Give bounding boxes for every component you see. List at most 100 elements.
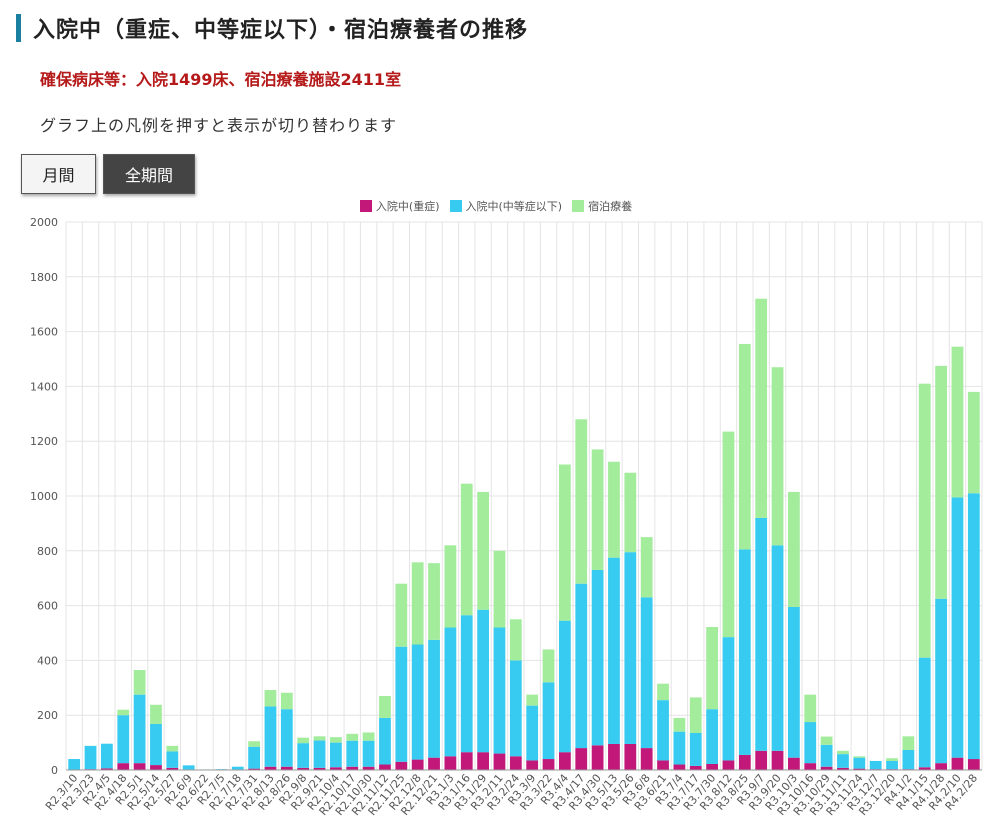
- bar-segment-severe[interactable]: [935, 763, 947, 770]
- bar-segment-lodging[interactable]: [346, 733, 359, 741]
- bar-segment-lodging[interactable]: [837, 750, 849, 755]
- bar-segment-lodging[interactable]: [575, 419, 588, 584]
- bar-segment-severe[interactable]: [559, 752, 571, 770]
- bar-segment-severe[interactable]: [591, 745, 604, 770]
- bar-segment-severe[interactable]: [460, 752, 473, 770]
- bar-segment-moderate[interactable]: [640, 597, 653, 749]
- bar-segment-moderate[interactable]: [869, 760, 882, 770]
- bar-segment-lodging[interactable]: [526, 694, 539, 706]
- bar-segment-severe[interactable]: [804, 763, 817, 770]
- bar-segment-lodging[interactable]: [411, 562, 424, 645]
- bar-segment-severe[interactable]: [280, 766, 293, 770]
- bar-segment-severe[interactable]: [542, 759, 555, 770]
- bar-segment-lodging[interactable]: [248, 741, 260, 747]
- bar-segment-moderate[interactable]: [182, 765, 195, 770]
- bar-segment-severe[interactable]: [673, 764, 686, 770]
- bar-segment-moderate[interactable]: [395, 646, 408, 762]
- bar-segment-moderate[interactable]: [738, 549, 751, 755]
- bar-segment-moderate[interactable]: [559, 620, 571, 753]
- bar-segment-severe[interactable]: [133, 763, 146, 770]
- bar-segment-severe[interactable]: [117, 763, 130, 770]
- bar-segment-severe[interactable]: [706, 763, 718, 770]
- bar-segment-moderate[interactable]: [379, 717, 391, 765]
- bar-segment-severe[interactable]: [837, 767, 849, 770]
- bar-segment-moderate[interactable]: [771, 545, 784, 751]
- bar-segment-moderate[interactable]: [280, 709, 293, 767]
- all-period-button[interactable]: 全期間: [103, 154, 195, 194]
- bar-segment-lodging[interactable]: [820, 736, 833, 745]
- bar-segment-moderate[interactable]: [673, 731, 686, 765]
- bar-segment-moderate[interactable]: [150, 723, 162, 766]
- bar-segment-severe[interactable]: [526, 760, 539, 770]
- bar-segment-moderate[interactable]: [935, 598, 947, 764]
- bar-segment-lodging[interactable]: [608, 461, 620, 558]
- bar-segment-lodging[interactable]: [559, 464, 571, 621]
- bar-segment-lodging[interactable]: [362, 732, 375, 741]
- bar-segment-lodging[interactable]: [657, 683, 669, 701]
- bar-segment-lodging[interactable]: [804, 694, 817, 723]
- bar-segment-moderate[interactable]: [689, 733, 702, 766]
- bar-segment-severe[interactable]: [820, 766, 833, 770]
- bar-segment-moderate[interactable]: [101, 743, 113, 769]
- bar-segment-severe[interactable]: [477, 752, 489, 770]
- bar-segment-moderate[interactable]: [591, 569, 604, 746]
- bar-segment-moderate[interactable]: [493, 627, 506, 754]
- bar-segment-severe[interactable]: [755, 750, 768, 770]
- bar-segment-lodging[interactable]: [444, 545, 457, 628]
- bar-segment-moderate[interactable]: [788, 606, 800, 758]
- bar-segment-moderate[interactable]: [444, 627, 457, 757]
- bar-segment-lodging[interactable]: [428, 563, 440, 640]
- legend-item-severe[interactable]: 入院中(重症): [359, 198, 440, 214]
- bar-segment-lodging[interactable]: [886, 758, 898, 761]
- bar-segment-severe[interactable]: [264, 766, 277, 770]
- bar-segment-lodging[interactable]: [738, 343, 751, 550]
- bar-segment-lodging[interactable]: [395, 583, 408, 647]
- bar-segment-moderate[interactable]: [509, 660, 522, 757]
- bar-segment-moderate[interactable]: [84, 745, 97, 770]
- bar-segment-lodging[interactable]: [493, 550, 506, 628]
- bar-segment-moderate[interactable]: [526, 705, 539, 761]
- bar-segment-moderate[interactable]: [853, 757, 866, 769]
- bar-segment-moderate[interactable]: [755, 517, 768, 751]
- bar-segment-lodging[interactable]: [853, 756, 866, 758]
- bar-segment-lodging[interactable]: [902, 736, 915, 750]
- bar-segment-lodging[interactable]: [379, 696, 391, 718]
- bar-segment-lodging[interactable]: [689, 697, 702, 734]
- bar-segment-moderate[interactable]: [313, 740, 326, 768]
- bar-segment-lodging[interactable]: [280, 692, 293, 710]
- bar-segment-lodging[interactable]: [509, 619, 522, 661]
- bar-segment-lodging[interactable]: [935, 365, 947, 599]
- bar-segment-severe[interactable]: [166, 767, 179, 770]
- bar-segment-lodging[interactable]: [460, 483, 473, 616]
- bar-segment-moderate[interactable]: [231, 766, 244, 770]
- bar-segment-lodging[interactable]: [951, 346, 964, 498]
- bar-segment-severe[interactable]: [248, 768, 260, 770]
- bar-segment-moderate[interactable]: [608, 557, 620, 744]
- bar-segment-lodging[interactable]: [624, 472, 637, 553]
- bar-segment-moderate[interactable]: [542, 682, 555, 760]
- bar-segment-severe[interactable]: [951, 757, 964, 770]
- bar-segment-lodging[interactable]: [673, 717, 686, 732]
- bar-segment-lodging[interactable]: [264, 689, 277, 707]
- bar-segment-moderate[interactable]: [166, 751, 179, 768]
- bar-segment-moderate[interactable]: [624, 552, 637, 744]
- bar-segment-severe[interactable]: [395, 761, 408, 770]
- bar-segment-moderate[interactable]: [411, 644, 424, 760]
- bar-segment-moderate[interactable]: [330, 742, 342, 768]
- bar-segment-moderate[interactable]: [68, 759, 81, 770]
- bar-segment-lodging[interactable]: [150, 704, 162, 724]
- legend-item-moderate[interactable]: 入院中(中等症以下): [449, 198, 562, 214]
- bar-segment-lodging[interactable]: [755, 298, 768, 518]
- bar-segment-severe[interactable]: [967, 759, 980, 770]
- bar-segment-severe[interactable]: [101, 768, 113, 770]
- bar-segment-moderate[interactable]: [346, 740, 359, 767]
- bar-segment-moderate[interactable]: [117, 715, 130, 764]
- bar-segment-lodging[interactable]: [542, 649, 555, 683]
- bar-segment-lodging[interactable]: [771, 367, 784, 546]
- bar-segment-severe[interactable]: [428, 757, 440, 770]
- bar-segment-lodging[interactable]: [591, 449, 604, 570]
- monthly-button[interactable]: 月間: [21, 154, 96, 194]
- bar-segment-severe[interactable]: [493, 753, 506, 770]
- bar-segment-severe[interactable]: [379, 764, 391, 770]
- legend-item-lodging[interactable]: 宿泊療養: [572, 198, 632, 214]
